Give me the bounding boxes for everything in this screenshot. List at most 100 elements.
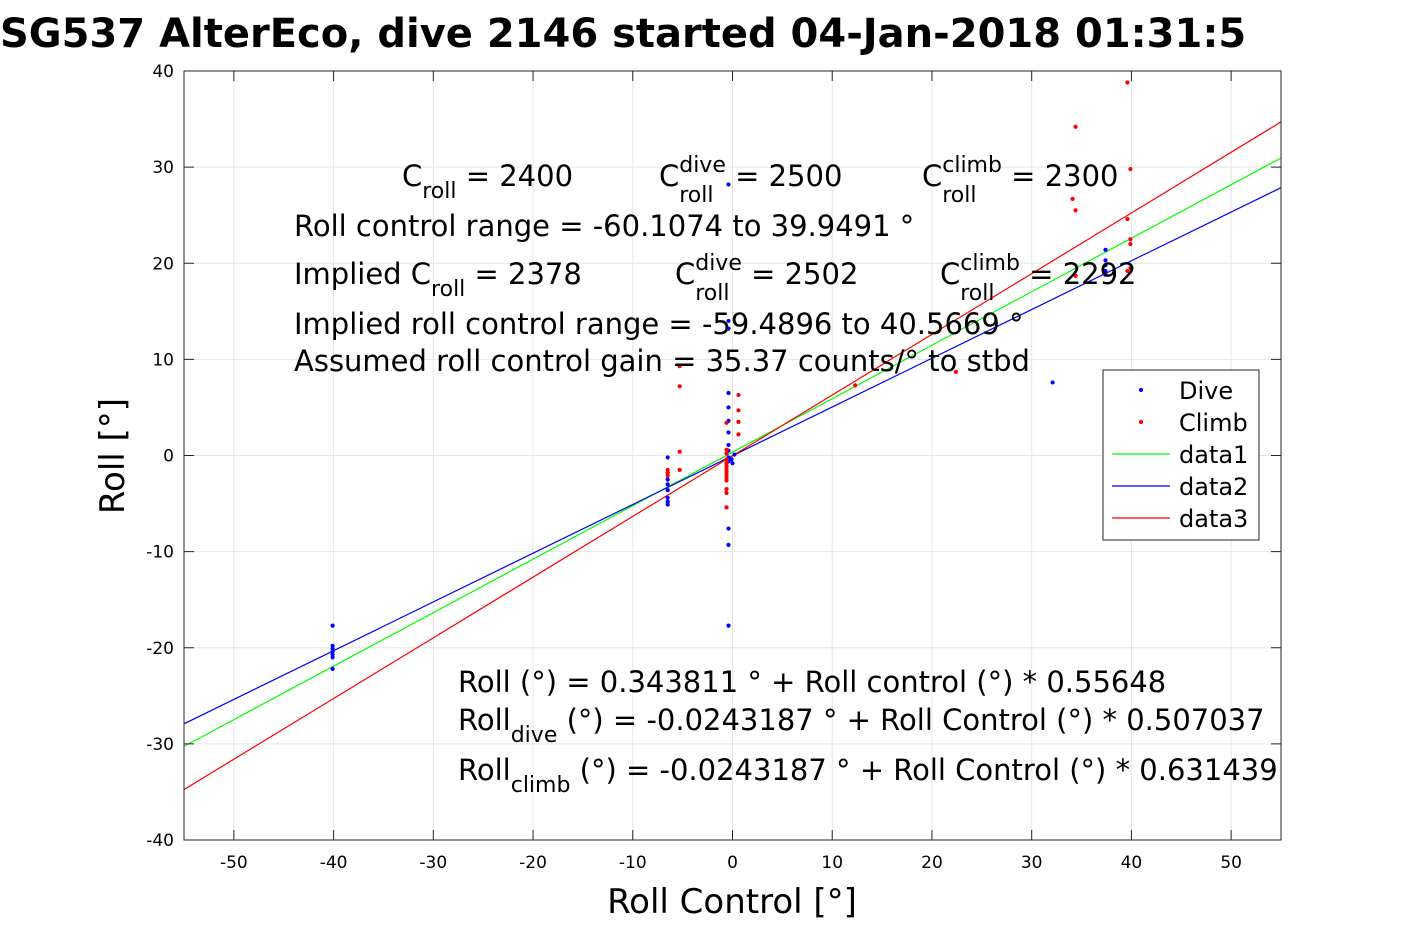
climb-point [1070,196,1075,201]
fit-climb-equation-rest: (°) = -0.0243187 ° + Roll Control (°) * … [570,753,1277,787]
implied-c-roll-climb-annotation-sup: climb [960,251,1020,276]
climb-point [724,463,729,469]
climb-point [724,487,729,492]
fit-dive-equation: Rolldive (°) = -0.0243187 ° + Roll Contr… [458,703,1265,748]
legend-label-data1: data1 [1179,441,1248,469]
y-tick-label: 10 [152,350,174,370]
dive-point [665,499,670,504]
c-roll-dive-annotation-sup: dive [679,153,726,178]
dive-point [1103,258,1108,263]
climb-point [1073,273,1078,278]
dive-point [1103,263,1108,268]
y-tick-label: -30 [146,735,174,755]
dive-point [330,643,335,648]
x-tick-label: 20 [921,853,943,873]
climb-point [724,490,729,496]
fit-dive-equation-sub: dive [511,723,558,748]
gain-annotation: Assumed roll control gain = 35.37 counts… [294,344,1030,378]
climb-point [1125,268,1130,274]
annotations: Croll = 2400 Cdive roll = 2500 Cclimb roll =… [294,153,1278,798]
x-tick-label: 0 [727,853,738,873]
fit-climb-equation-sub: climb [511,773,571,798]
x-tick-label: 10 [821,853,843,873]
climb-point [724,505,729,510]
dive-point [665,455,670,460]
x-tick-label: -50 [220,853,248,873]
climb-point [724,472,729,477]
dive-point [330,646,335,651]
y-tick-label: -20 [146,639,174,659]
implied-c-roll-annotation: Implied Croll = 2378 [294,257,582,302]
y-tick-label: -40 [146,831,174,851]
climb-point [677,384,682,389]
implied-c-roll-dive-annotation-sub: roll [695,281,729,306]
dive-point [1103,247,1108,252]
climb-point [724,461,729,466]
c-roll-annotation: Croll = 2400 [402,159,573,204]
climb-point [736,392,741,398]
dive-point [1050,380,1055,385]
climb-point [724,469,729,474]
fit-dive-equation-base: Roll [458,703,511,737]
legend-label-data2: data2 [1179,473,1248,501]
y-tick-label: 40 [152,62,174,82]
chart-title: SG537 AlterEco, dive 2146 started 04-Jan… [0,11,1246,57]
y-axis-label: Roll [°] [93,398,133,514]
x-tick-label: 50 [1220,853,1242,873]
dive-point [726,542,731,547]
y-tick-label: 20 [152,254,174,274]
c-roll-annotation-sub: roll [422,179,456,204]
dive-point [665,482,670,487]
implied-c-roll-dive-annotation-base: C [675,257,695,291]
climb-point [1073,208,1078,213]
dive-point [330,649,335,654]
climb-point [736,419,741,424]
c-roll-dive-annotation: Cdive roll = 2500 [659,153,842,208]
climb-point [953,369,958,374]
fit-lines [184,121,1281,791]
implied-c-roll-climb-annotation-rest: = 2292 [1020,257,1137,291]
climb-point [665,473,670,478]
legend: Dive Climb data1 data2 data3 [1102,369,1260,541]
climb-point [736,432,741,437]
c-roll-dive-annotation-base: C [659,159,679,193]
climb-point [677,449,682,454]
dive-point [726,405,731,410]
climb-point [1125,216,1130,222]
implied-c-roll-annotation-sub: roll [431,277,465,302]
implied-c-roll-climb-annotation-sub: roll [960,281,994,306]
climb-point [1125,80,1130,85]
implied-c-roll-annotation-base: Implied C [294,257,431,291]
implied-c-roll-climb-annotation-base: C [940,257,960,291]
fit-line-data3 [184,121,1281,791]
climb-point [1073,124,1078,129]
implied-c-roll-dive-annotation-sup: dive [695,251,742,276]
climb-point [1128,166,1133,172]
climb-point [677,364,682,369]
dive-point [665,488,670,493]
dive-point [730,461,735,466]
implied-c-roll-dive-annotation-rest: = 2502 [742,257,859,291]
c-roll-climb-annotation: Cclimb roll = 2300 [922,153,1119,208]
implied-c-roll-climb-annotation: Cclimb roll = 2292 [940,251,1137,306]
implied-c-roll-annotation-rest: = 2378 [465,257,582,291]
legend-label-climb: Climb [1179,409,1248,437]
dive-point [726,623,731,628]
x-axis-label: Roll Control [°] [607,882,857,922]
legend-label-dive: Dive [1179,377,1233,405]
climb-point [665,470,670,475]
dive-point [1103,268,1108,274]
dive-point [726,390,731,396]
x-tick-label: -20 [519,853,547,873]
fit-equation: Roll (°) = 0.343811 ° + Roll control (°)… [458,665,1166,699]
dive-point [726,326,731,331]
dive-point [726,430,731,435]
roll-control-range-annotation: Roll control range = -60.1074 to 39.9491… [294,209,914,243]
c-roll-climb-annotation-rest: = 2300 [1002,159,1119,193]
fit-climb-equation: Rollclimb (°) = -0.0243187 ° + Roll Cont… [458,753,1278,798]
dive-point [726,182,731,187]
climb-point [724,420,729,425]
y-tick-label: 30 [152,158,174,178]
y-tick-label: 0 [163,447,174,467]
dive-point [665,477,670,482]
